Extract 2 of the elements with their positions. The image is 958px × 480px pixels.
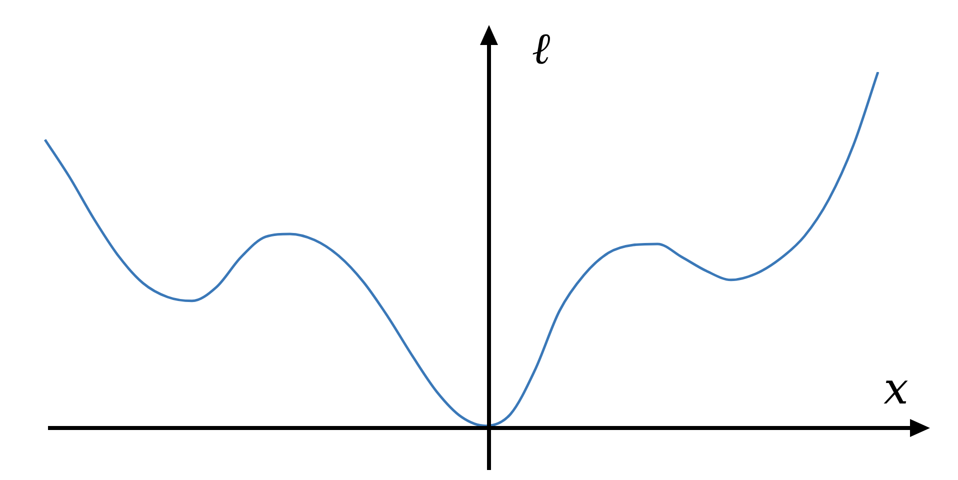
y-axis-title: ℓ — [532, 23, 551, 74]
x-axis-title: x — [884, 363, 909, 414]
